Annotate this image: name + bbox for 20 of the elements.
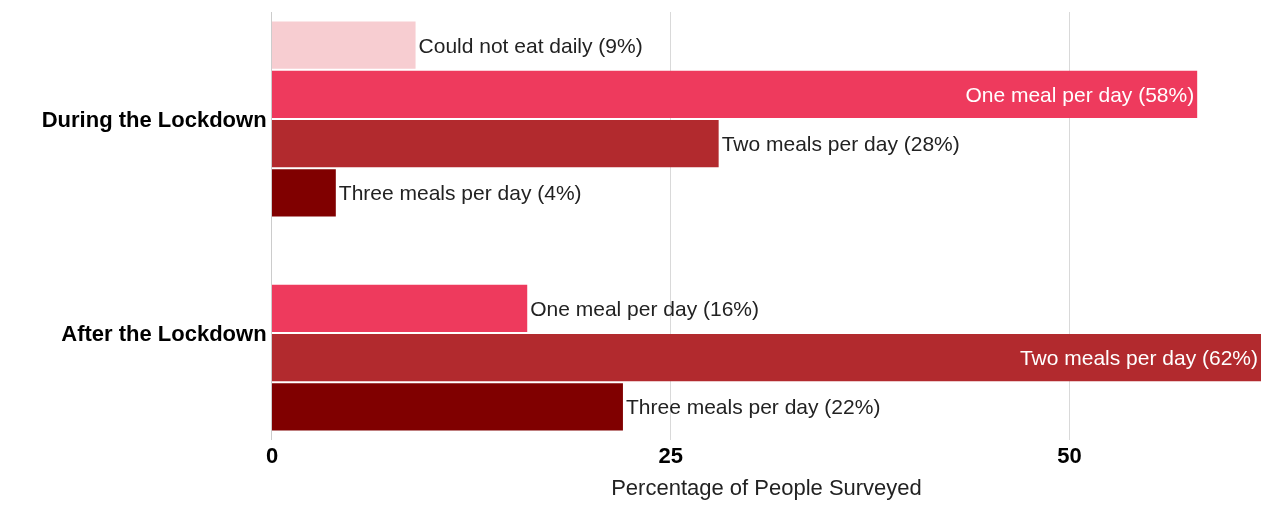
data-label: One meal per day (58%) [965, 82, 1195, 106]
bar [272, 70, 1198, 119]
bar [272, 169, 336, 217]
data-label: Could not eat daily (9%) [418, 33, 643, 57]
x-tick-label: 50 [1057, 443, 1082, 468]
bar [272, 284, 528, 333]
x-tick-label: 25 [658, 443, 684, 468]
data-label: One meal per day (16%) [530, 296, 760, 320]
bar [272, 119, 719, 168]
x-tick-label: 0 [265, 443, 279, 468]
data-label: Two meals per day (62%) [1019, 346, 1258, 370]
bar [272, 333, 1261, 382]
data-label: Two meals per day (28%) [721, 132, 960, 156]
y-tick-label: After the Lockdown [61, 320, 267, 346]
x-axis-title: Percentage of People Surveyed [611, 474, 922, 500]
data-label: Three meals per day (22%) [625, 395, 881, 419]
data-label: Three meals per day (4%) [338, 181, 582, 205]
y-tick-label: During the Lockdown [41, 106, 267, 132]
bar [272, 383, 623, 431]
bar [272, 21, 416, 69]
